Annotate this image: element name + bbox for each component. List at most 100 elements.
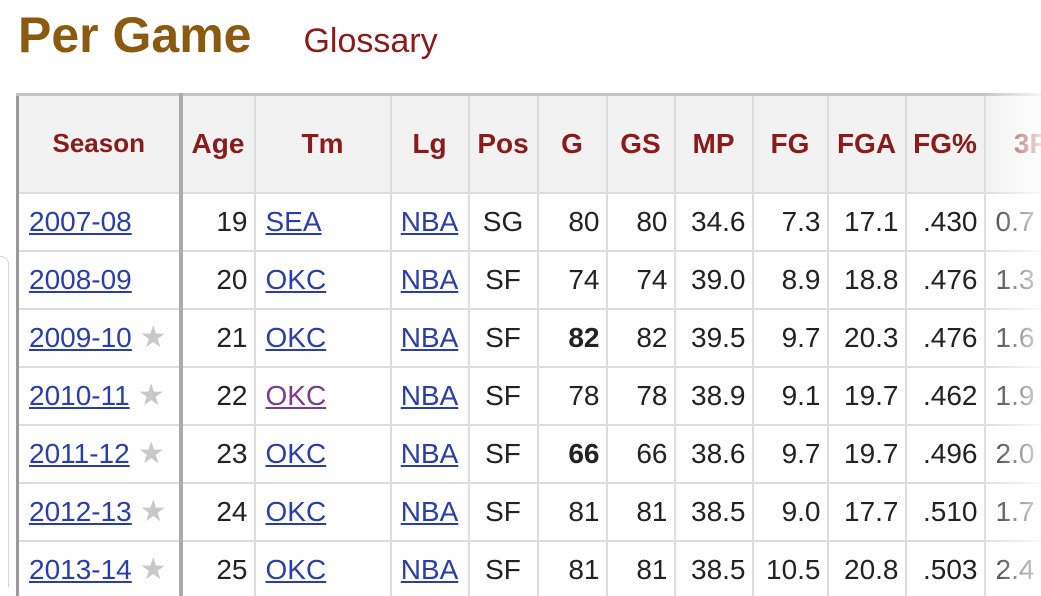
games-value: 78	[568, 379, 600, 411]
season-link[interactable]: 2011-12	[29, 438, 130, 469]
3p-cell: 0.7	[983, 191, 1041, 252]
minutes-value: 38.9	[691, 379, 746, 411]
fg-cell: 9.7	[751, 307, 829, 368]
fg-value: 9.7	[781, 437, 821, 469]
left-panel-edge	[0, 256, 9, 587]
minutes-cell: 34.6	[673, 191, 754, 252]
season-link[interactable]: 2013-14	[29, 554, 132, 585]
per-game-table: Season Age Tm Lg Pos G GS MP FG FGA FG% …	[16, 93, 1041, 596]
season-link[interactable]: 2010-11	[29, 380, 130, 411]
team-link[interactable]: OKC	[265, 321, 327, 353]
season-link[interactable]: 2012-13	[29, 496, 132, 527]
column-header-gs[interactable]: GS	[605, 93, 676, 194]
season-link[interactable]: 2007-08	[29, 205, 132, 237]
position-value: SG	[482, 205, 524, 237]
column-header-g[interactable]: G	[536, 93, 608, 194]
column-header-fg[interactable]: FG	[751, 93, 829, 194]
star-icon: ★	[139, 495, 167, 528]
column-header-mp[interactable]: MP	[673, 93, 754, 194]
fg-value: 10.5	[766, 553, 821, 585]
minutes-value: 38.6	[691, 437, 746, 469]
games-value: 81	[568, 495, 600, 527]
3p-cell: 1.3	[983, 249, 1041, 310]
age-value: 19	[216, 205, 248, 237]
fg-value: 9.7	[781, 321, 821, 353]
table-row: 2013-14 ★ 25 OKC NBA SF 81 81 38.5 10.5 20.8 .503 2.…	[16, 539, 1041, 596]
position-value: SF	[485, 437, 521, 469]
age-cell: 21	[179, 307, 256, 368]
team-link[interactable]: SEA	[265, 205, 322, 237]
3p-cell: 2.0	[983, 423, 1041, 484]
position-cell: SG	[467, 191, 539, 252]
fg-pct-cell: .503	[904, 539, 986, 596]
star-icon: ★	[137, 437, 165, 470]
position-cell: SF	[467, 365, 539, 426]
team-link[interactable]: OKC	[265, 263, 327, 295]
games-started-value: 74	[636, 263, 668, 295]
position-value: SF	[485, 553, 521, 585]
minutes-cell: 38.5	[673, 539, 754, 596]
league-link[interactable]: NBA	[400, 263, 459, 295]
league-cell: NBA	[389, 481, 470, 542]
team-link[interactable]: OKC	[265, 553, 327, 585]
column-header-age[interactable]: Age	[179, 93, 256, 194]
fga-cell: 20.8	[826, 539, 907, 596]
column-header-3p[interactable]: 3P	[983, 93, 1041, 194]
league-link[interactable]: NBA	[400, 553, 459, 585]
column-header-fg-pct[interactable]: FG%	[904, 93, 986, 194]
age-cell: 24	[179, 481, 256, 542]
fg-cell: 9.0	[751, 481, 829, 542]
league-link[interactable]: NBA	[400, 205, 459, 237]
column-header-tm[interactable]: Tm	[253, 93, 392, 194]
3p-value: 1.6	[995, 321, 1035, 353]
position-value: SF	[485, 263, 521, 295]
league-link[interactable]: NBA	[400, 321, 459, 353]
position-cell: SF	[467, 539, 539, 596]
league-cell: NBA	[389, 365, 470, 426]
fg-value: 7.3	[781, 205, 821, 237]
team-link[interactable]: OKC	[265, 379, 327, 411]
column-header-season[interactable]: Season	[16, 93, 183, 194]
team-cell: OKC	[253, 365, 392, 426]
column-header-fga[interactable]: FGA	[826, 93, 907, 194]
team-cell: OKC	[253, 539, 392, 596]
minutes-cell: 38.5	[673, 481, 754, 542]
season-cell: 2007-08	[16, 191, 183, 252]
fga-cell: 19.7	[826, 423, 907, 484]
fg-pct-value: .476	[923, 321, 978, 353]
season-link[interactable]: 2009-10	[29, 322, 132, 353]
fg-pct-value: .430	[923, 205, 978, 237]
section-title: Per Game	[18, 7, 252, 63]
age-value: 23	[216, 437, 248, 469]
fg-pct-value: .510	[923, 495, 978, 527]
fg-value: 9.0	[781, 495, 821, 527]
league-link[interactable]: NBA	[400, 495, 459, 527]
fg-pct-value: .503	[923, 553, 978, 585]
minutes-cell: 39.5	[673, 307, 754, 368]
age-value: 24	[216, 495, 248, 527]
fg-pct-cell: .510	[904, 481, 986, 542]
3p-value: 2.0	[995, 437, 1035, 469]
season-link[interactable]: 2008-09	[29, 263, 132, 295]
games-started-cell: 82	[605, 307, 676, 368]
column-header-lg[interactable]: Lg	[389, 93, 470, 194]
games-started-value: 81	[636, 553, 668, 585]
per-game-table-container[interactable]: Season Age Tm Lg Pos G GS MP FG FGA FG% …	[16, 93, 1041, 596]
age-cell: 19	[179, 191, 256, 252]
minutes-cell: 39.0	[673, 249, 754, 310]
column-header-pos[interactable]: Pos	[467, 93, 539, 194]
age-cell: 22	[179, 365, 256, 426]
games-cell: 82	[536, 307, 608, 368]
season-cell: 2013-14 ★	[16, 539, 183, 596]
3p-cell: 1.7	[983, 481, 1041, 542]
minutes-cell: 38.6	[673, 423, 754, 484]
fga-value: 17.1	[844, 205, 899, 237]
team-link[interactable]: OKC	[265, 437, 327, 469]
league-link[interactable]: NBA	[400, 437, 459, 469]
3p-cell: 1.6	[983, 307, 1041, 368]
glossary-link[interactable]: Glossary	[303, 22, 438, 60]
league-link[interactable]: NBA	[400, 379, 459, 411]
team-link[interactable]: OKC	[265, 495, 327, 527]
fg-pct-cell: .476	[904, 249, 986, 310]
section-heading: Per Game Glossary	[18, 6, 438, 64]
